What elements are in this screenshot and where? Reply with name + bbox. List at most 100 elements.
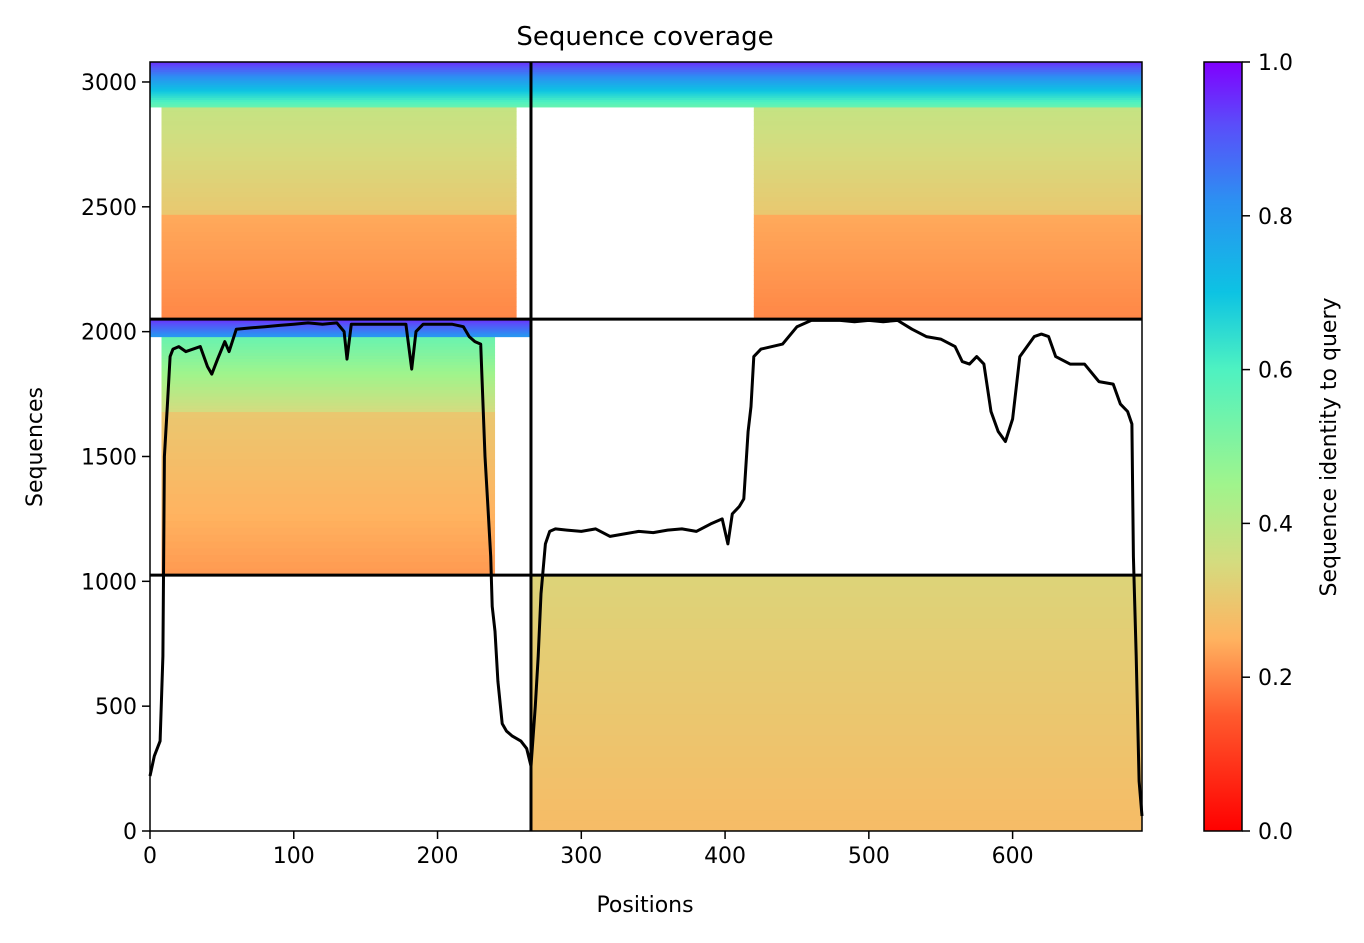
coverage-strip	[150, 103, 531, 106]
x-tick-label: 200	[417, 844, 459, 869]
coverage-strip	[753, 165, 1142, 171]
coverage-strip	[161, 138, 517, 144]
coverage-block	[161, 106, 517, 215]
coverage-strip	[753, 284, 1142, 290]
coverage-block	[753, 106, 1142, 215]
plot-frame	[149, 61, 1143, 832]
coverage-strip	[150, 335, 531, 337]
coverage-strip	[161, 493, 496, 501]
coverage-strip	[161, 240, 517, 246]
coverage-strip	[150, 90, 531, 93]
coverage-strip	[530, 692, 1142, 704]
coverage-strip	[530, 69, 1142, 72]
coverage-strip	[161, 472, 496, 481]
coverage-strip	[161, 301, 517, 307]
coverage-strip	[753, 120, 1142, 126]
coverage-strip	[530, 65, 1142, 69]
coverage-strip	[161, 377, 496, 381]
coverage-strip	[161, 209, 517, 215]
coverage-strip	[150, 73, 531, 76]
coverage-block	[161, 336, 496, 413]
coverage-strip	[753, 314, 1142, 320]
coverage-strip	[753, 147, 1142, 153]
coverage-strip	[161, 191, 517, 197]
coverage-strip	[530, 73, 1142, 76]
coverage-strip	[753, 236, 1142, 242]
coverage-strip	[161, 106, 517, 112]
coverage-strip	[161, 174, 517, 180]
coverage-strip	[161, 445, 496, 453]
coverage-strip	[150, 324, 531, 326]
coverage-strip	[161, 262, 517, 268]
coverage-block	[530, 575, 1142, 832]
coverage-strip	[753, 306, 1142, 311]
coverage-strip	[150, 330, 531, 332]
coverage-strip	[150, 84, 531, 87]
coverage-strip	[150, 82, 531, 85]
coverage-strip	[161, 383, 496, 388]
coverage-strip	[530, 607, 1142, 619]
colorbar-tick-label: 0.0	[1258, 820, 1293, 845]
coverage-strip	[150, 333, 531, 335]
coverage-strip	[161, 402, 496, 406]
y-axis-label: Sequences	[23, 387, 48, 507]
coverage-strip	[753, 124, 1142, 130]
coverage-strip	[530, 90, 1142, 93]
coverage-strip	[161, 249, 517, 255]
coverage-strip	[753, 266, 1142, 272]
colorbar-tick-label: 0.8	[1258, 205, 1293, 230]
x-tick-label: 100	[273, 844, 315, 869]
coverage-strip	[161, 479, 496, 488]
colorbar-tick-label: 0.4	[1258, 512, 1293, 537]
coverage-strip	[530, 99, 1142, 102]
coverage-strip	[753, 142, 1142, 148]
coverage-strip	[530, 101, 1142, 104]
coverage-strip	[161, 520, 496, 528]
coverage-strip	[161, 306, 517, 311]
coverage-strip	[161, 561, 496, 569]
x-tick-label: 300	[560, 844, 602, 869]
coverage-strip	[161, 124, 517, 130]
coverage-strip	[161, 160, 517, 166]
coverage-strip	[161, 133, 517, 139]
y-tick-label: 500	[95, 695, 137, 720]
coverage-strip	[753, 262, 1142, 268]
coverage-strip	[150, 95, 531, 99]
coverage-line	[148, 318, 1144, 817]
coverage-block	[530, 62, 1142, 108]
coverage-strip	[530, 88, 1142, 91]
coverage-strip	[161, 554, 496, 562]
coverage-strip	[530, 777, 1142, 789]
coverage-strip	[161, 380, 496, 384]
coverage-strip	[530, 756, 1142, 768]
coverage-strip	[530, 820, 1142, 832]
coverage-strip	[530, 660, 1142, 672]
coverage-strip	[161, 165, 517, 171]
coverage-strip	[161, 534, 496, 542]
coverage-strip	[753, 310, 1142, 316]
coverage-strip	[150, 67, 531, 70]
coverage-strip	[753, 191, 1142, 197]
coverage-strip	[530, 809, 1142, 821]
coverage-strip	[161, 339, 496, 344]
colorbar: 0.0 0.2 0.4 0.6 0.8 1.0	[1203, 51, 1293, 845]
coverage-strip	[161, 408, 496, 413]
coverage-strip	[161, 244, 517, 250]
colorbar-label: Sequence identity to query	[1317, 297, 1342, 596]
coverage-strip	[753, 106, 1142, 112]
coverage-strip	[150, 332, 531, 334]
coverage-strip	[161, 227, 517, 233]
coverage-strip	[150, 322, 531, 324]
coverage-strip	[530, 103, 1142, 106]
x-axis-label: Positions	[596, 893, 693, 918]
coverage-strip	[530, 75, 1142, 78]
coverage-strip	[161, 431, 496, 440]
y-tick-label: 1000	[81, 570, 137, 595]
coverage-strip	[753, 174, 1142, 180]
coverage-strip	[161, 111, 517, 117]
colorbar-gradient	[1203, 61, 1243, 832]
coverage-strip	[753, 115, 1142, 121]
coverage-strip	[150, 62, 531, 65]
coverage-strip	[753, 133, 1142, 139]
